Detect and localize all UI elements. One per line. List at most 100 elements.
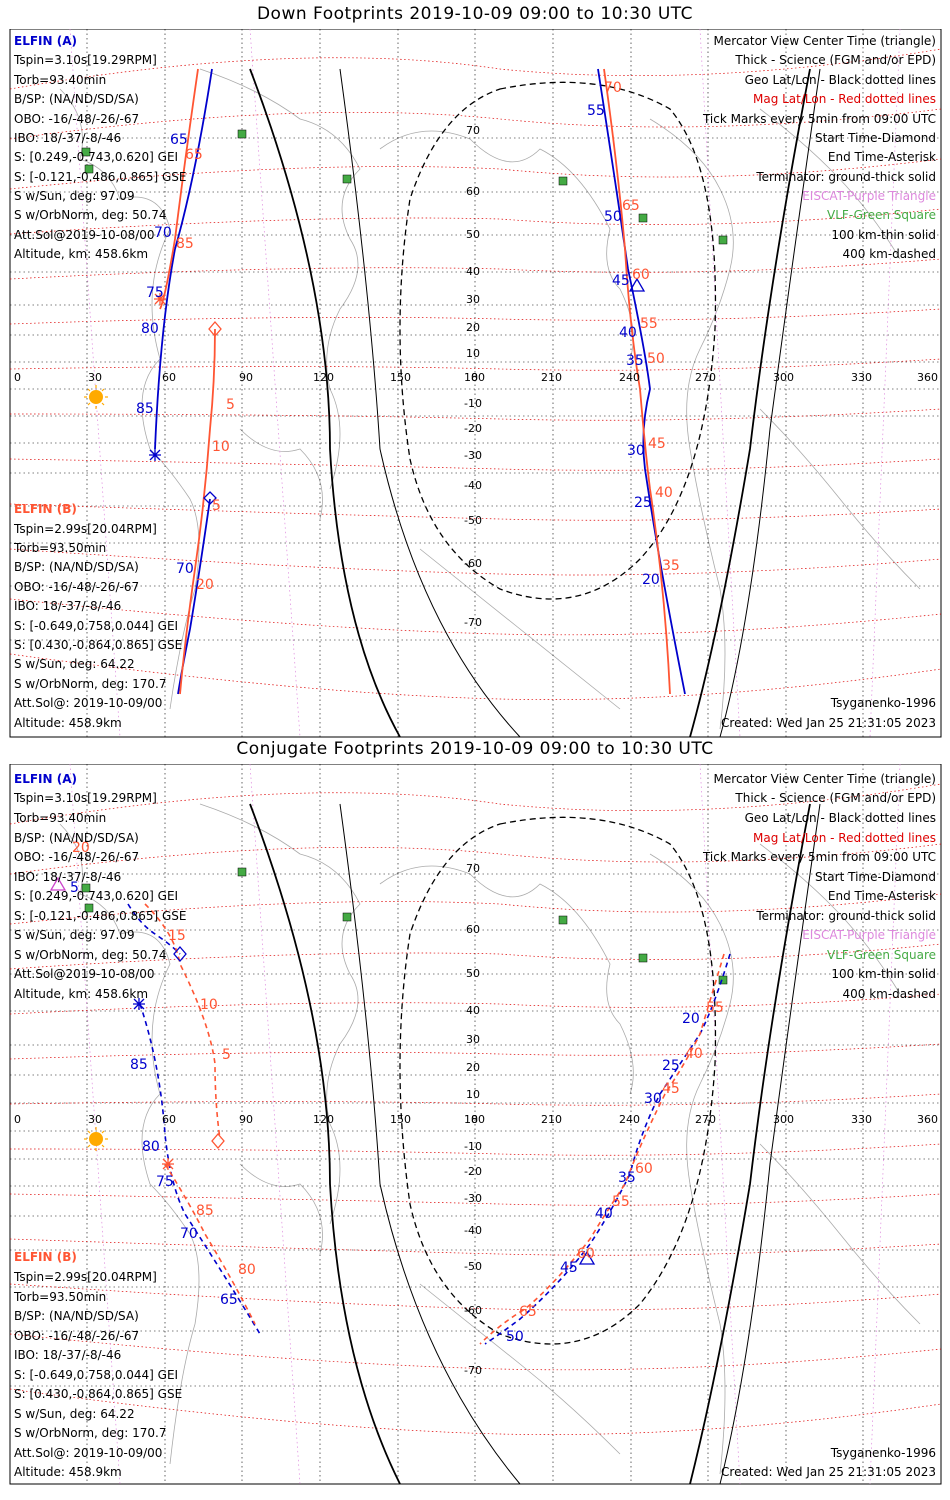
svg-text:Torb=93.40min: Torb=93.40min (13, 73, 106, 87)
svg-text:45: 45 (612, 273, 630, 289)
svg-text:VLF-Green Square: VLF-Green Square (827, 948, 936, 962)
svg-text:50: 50 (647, 351, 665, 367)
svg-text:80: 80 (141, 321, 159, 337)
svg-text:180: 180 (464, 1113, 485, 1126)
svg-text:S w/OrbNorm, deg: 50.74: S w/OrbNorm, deg: 50.74 (14, 208, 166, 222)
svg-text:Geo Lat/Lon - Black dotted lin: Geo Lat/Lon - Black dotted lines (745, 811, 936, 825)
svg-text:330: 330 (851, 371, 872, 384)
svg-text:Altitude, km: 458.6km: Altitude, km: 458.6km (14, 987, 148, 1001)
svg-text:10: 10 (466, 347, 480, 360)
svg-text:300: 300 (773, 1113, 794, 1126)
svg-text:IBO: 18/-37/-8/-46: IBO: 18/-37/-8/-46 (14, 131, 121, 145)
svg-text:70: 70 (466, 124, 480, 137)
svg-text:150: 150 (390, 371, 411, 384)
svg-text:330: 330 (851, 1113, 872, 1126)
svg-text:Tspin=3.10s[19.29RPM]: Tspin=3.10s[19.29RPM] (13, 53, 157, 67)
svg-text:40: 40 (466, 1004, 480, 1017)
track-labels-b: 20 15 10 5 85 80 55 40 45 60 55 60 65 (72, 840, 724, 1320)
svg-text:Thick - Science (FGM and/or EP: Thick - Science (FGM and/or EPD) (734, 791, 936, 805)
elfin-b-info: ELFIN (B) Tspin=2.99s[20.04RPM] Torb=93.… (13, 502, 182, 730)
svg-text:30: 30 (644, 1091, 662, 1107)
svg-text:270: 270 (695, 371, 716, 384)
svg-text:Att.Sol@: 2019-10-09/00: Att.Sol@: 2019-10-09/00 (14, 1446, 162, 1460)
svg-text:S: [-0.649,0.758,0.044] GEI: S: [-0.649,0.758,0.044] GEI (14, 1368, 178, 1382)
coastlines (59, 803, 921, 1475)
svg-text:B/SP: (NA/ND/SD/SA): B/SP: (NA/ND/SD/SA) (14, 560, 139, 574)
svg-text:Tsyganenko-1996: Tsyganenko-1996 (830, 696, 936, 710)
svg-text:35: 35 (662, 558, 680, 574)
svg-text:60: 60 (577, 1246, 595, 1262)
track-labels-a: 85 80 75 70 65 5 20 25 30 35 40 45 50 (70, 880, 700, 1345)
geo-grid (10, 764, 941, 1484)
svg-text:S: [0.430,-0.864,0.865] GSE: S: [0.430,-0.864,0.865] GSE (14, 1387, 182, 1401)
markers (49, 876, 596, 1265)
svg-text:80: 80 (142, 1139, 160, 1155)
sun-icon (84, 385, 108, 409)
panel-title-down: Down Footprints 2019-10-09 09:00 to 10:3… (256, 4, 694, 24)
svg-text:IBO: 18/-37/-8/-46: IBO: 18/-37/-8/-46 (14, 870, 121, 884)
svg-text:85: 85 (136, 401, 154, 417)
svg-text:-10: -10 (464, 1140, 482, 1153)
map-panel-down: 0 30 60 90 120 150 180 210 240 270 300 3… (9, 29, 942, 738)
svg-text:Terminator: ground-thick solid: Terminator: ground-thick solid (755, 170, 936, 184)
lat-tick-labels: 70 60 50 40 30 20 10 0 -10 -20 -30 -40 -… (464, 124, 482, 629)
svg-text:Start Time-Diamond: Start Time-Diamond (815, 870, 936, 884)
svg-text:50: 50 (466, 967, 480, 980)
svg-text:5: 5 (222, 1047, 231, 1063)
geo-grid (10, 29, 941, 737)
svg-text:-40: -40 (464, 1224, 482, 1237)
svg-text:S: [0.249,-0.743,0.620] GEI: S: [0.249,-0.743,0.620] GEI (14, 889, 178, 903)
svg-text:OBO: -16/-48/-26/-67: OBO: -16/-48/-26/-67 (14, 1329, 139, 1343)
svg-text:Created: Wed Jan 25 21:31:05 2: Created: Wed Jan 25 21:31:05 2023 (721, 1465, 936, 1479)
svg-text:75: 75 (146, 285, 164, 301)
svg-text:S w/Sun, deg: 97.09: S w/Sun, deg: 97.09 (14, 189, 135, 203)
svg-text:S: [-0.121,-0.486,0.865] GSE: S: [-0.121,-0.486,0.865] GSE (14, 909, 187, 923)
legend: Mercator View Center Time (triangle) Thi… (702, 34, 936, 730)
svg-text:Mag Lat/Lon - Red dotted lines: Mag Lat/Lon - Red dotted lines (753, 92, 936, 106)
svg-text:5: 5 (70, 880, 79, 896)
svg-text:45: 45 (662, 1081, 680, 1097)
svg-text:S w/OrbNorm, deg: 170.7: S w/OrbNorm, deg: 170.7 (14, 677, 166, 691)
svg-text:20: 20 (196, 577, 214, 593)
svg-text:60: 60 (466, 923, 480, 936)
svg-text:70: 70 (604, 80, 622, 96)
svg-text:S w/Sun, deg: 64.22: S w/Sun, deg: 64.22 (14, 1407, 135, 1421)
svg-text:180: 180 (464, 371, 485, 384)
svg-text:B/SP: (NA/ND/SD/SA): B/SP: (NA/ND/SD/SA) (14, 831, 139, 845)
svg-text:Tick Marks every 5min from 09:: Tick Marks every 5min from 09:00 UTC (702, 850, 936, 864)
svg-text:Att.Sol@2019-10-08/00: Att.Sol@2019-10-08/00 (14, 228, 155, 242)
svg-text:Tspin=3.10s[19.29RPM]: Tspin=3.10s[19.29RPM] (13, 791, 157, 805)
svg-text:Mag Lat/Lon - Red dotted lines: Mag Lat/Lon - Red dotted lines (753, 831, 936, 845)
map-panel-conjugate: 0 30 60 90 120 150 180 210 240 270 300 3… (9, 764, 942, 1485)
track-labels-b: 70 65 60 55 50 45 40 35 85 5 10 5 20 65 (176, 80, 680, 593)
elfin-a-info: ELFIN (A) Tspin=3.10s[19.29RPM] Torb=93.… (13, 772, 187, 1001)
svg-text:10: 10 (466, 1088, 480, 1101)
svg-text:S: [0.430,-0.864,0.865] GSE: S: [0.430,-0.864,0.865] GSE (14, 638, 182, 652)
track-labels-a: 55 50 45 40 35 30 25 20 65 70 75 80 85 7… (136, 103, 660, 588)
svg-text:End Time-Asterisk: End Time-Asterisk (828, 889, 936, 903)
svg-text:5: 5 (226, 397, 235, 413)
svg-text:0: 0 (471, 371, 478, 384)
svg-text:65: 65 (622, 198, 640, 214)
svg-text:Terminator: ground-thick solid: Terminator: ground-thick solid (755, 909, 936, 923)
svg-text:-70: -70 (464, 616, 482, 629)
svg-text:-70: -70 (464, 1364, 482, 1377)
svg-text:Geo Lat/Lon - Black dotted lin: Geo Lat/Lon - Black dotted lines (745, 73, 936, 87)
svg-text:100 km-thin solid: 100 km-thin solid (831, 967, 936, 981)
svg-text:85: 85 (196, 1203, 214, 1219)
svg-text:Mercator View Center Time (tri: Mercator View Center Time (triangle) (714, 772, 936, 786)
svg-text:300: 300 (773, 371, 794, 384)
svg-text:100 km-thin solid: 100 km-thin solid (831, 228, 936, 242)
svg-text:-30: -30 (464, 1192, 482, 1205)
svg-text:25: 25 (662, 1058, 680, 1074)
svg-text:400 km-dashed: 400 km-dashed (842, 247, 936, 261)
svg-text:S: [0.249,-0.743,0.620] GEI: S: [0.249,-0.743,0.620] GEI (14, 150, 178, 164)
vlf-stations (81, 867, 728, 985)
svg-text:35: 35 (618, 1170, 636, 1186)
svg-text:35: 35 (626, 353, 644, 369)
svg-text:60: 60 (162, 1113, 176, 1126)
svg-text:IBO: 18/-37/-8/-46: IBO: 18/-37/-8/-46 (14, 599, 121, 613)
svg-text:40: 40 (466, 265, 480, 278)
elfin-a-info: ELFIN (A) Tspin=3.10s[19.29RPM] Torb=93.… (13, 34, 187, 261)
markers (149, 277, 646, 505)
